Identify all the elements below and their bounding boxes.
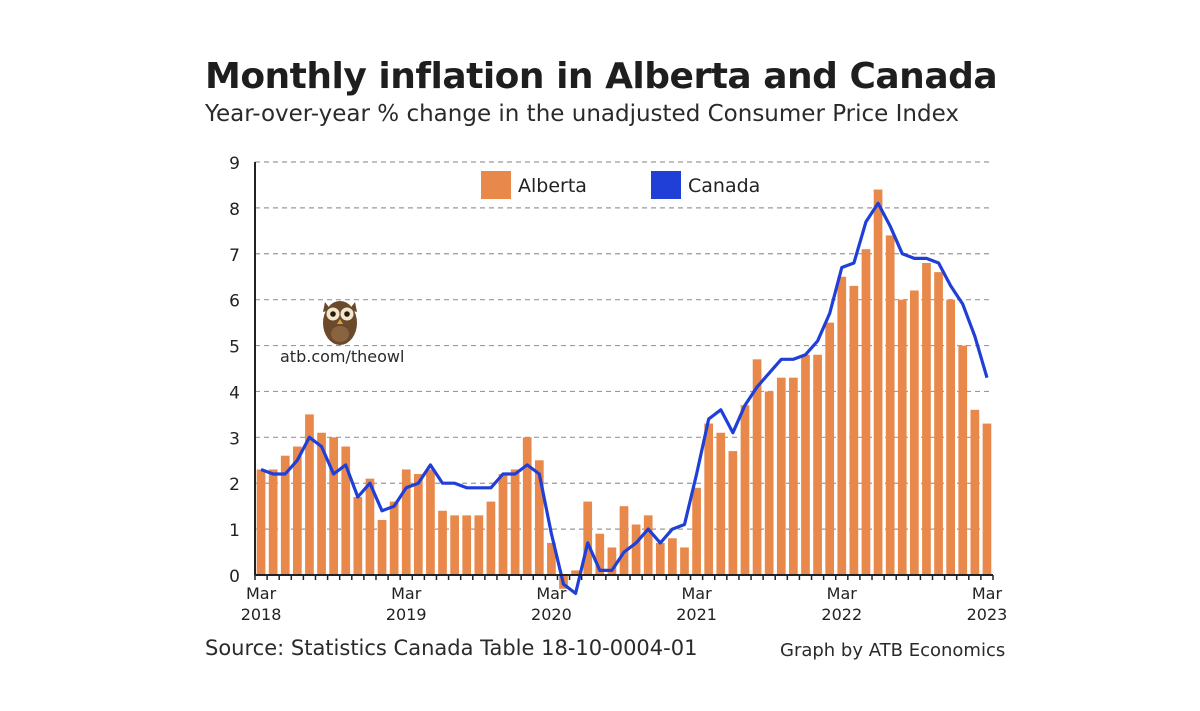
y-tick-label: 2 — [229, 475, 240, 495]
y-tick-label: 5 — [229, 338, 240, 358]
alberta-bar — [389, 501, 399, 575]
alberta-bar — [365, 478, 375, 575]
alberta-bar — [329, 437, 338, 575]
source-note: Source: Statistics Canada Table 18-10-00… — [205, 636, 698, 660]
graph-credit: Graph by ATB Economics — [780, 640, 1006, 661]
y-tick-label: 3 — [229, 429, 240, 449]
alberta-bar — [341, 446, 351, 575]
canada-line — [260, 201, 989, 596]
alberta-bar — [631, 524, 641, 575]
x-tick-year: 2019 — [386, 605, 427, 624]
x-tick-year: 2020 — [531, 605, 572, 624]
legend-swatch-canada — [651, 171, 681, 199]
alberta-bar — [752, 359, 762, 575]
legend-swatch-alberta — [481, 171, 511, 199]
x-tick-month: Mar — [246, 584, 277, 603]
alberta-bar — [643, 515, 653, 575]
alberta-bar — [813, 354, 822, 575]
alberta-bar — [910, 290, 919, 575]
alberta-bar — [873, 189, 883, 576]
chart-title: Monthly inflation in Alberta and Canada — [205, 56, 998, 97]
alberta-bar — [728, 451, 738, 575]
alberta-bar — [317, 432, 326, 575]
alberta-bar — [607, 547, 617, 575]
alberta-bar — [571, 570, 580, 575]
owl-website-label[interactable]: atb.com/theowl — [280, 347, 405, 366]
x-tick-month: Mar — [681, 584, 712, 603]
alberta-bar — [861, 249, 871, 575]
x-tick-year: 2022 — [821, 605, 862, 624]
y-tick-label: 0 — [229, 567, 240, 587]
alberta-bar — [692, 487, 701, 575]
chart-subtitle: Year-over-year % change in the unadjuste… — [205, 101, 959, 127]
alberta-bar — [486, 501, 496, 575]
alberta-bar — [680, 547, 689, 575]
y-tick-label: 9 — [229, 154, 240, 174]
alberta-bar — [897, 299, 907, 575]
y-tick-label: 8 — [229, 200, 240, 220]
x-tick-year: 2021 — [676, 605, 717, 624]
alberta-bar — [825, 322, 835, 575]
alberta-bar — [547, 542, 556, 575]
alberta-bar — [885, 235, 895, 575]
alberta-bar — [413, 474, 423, 575]
alberta-bar — [426, 469, 435, 575]
owl-icon — [310, 290, 370, 352]
alberta-bar — [438, 510, 447, 575]
alberta-bar — [764, 391, 774, 575]
alberta-bar — [655, 542, 665, 575]
alberta-bar — [268, 469, 278, 575]
y-tick-label: 4 — [229, 383, 240, 403]
alberta-bar — [353, 496, 363, 575]
alberta-bar — [474, 515, 484, 575]
x-tick-month: Mar — [972, 584, 1003, 603]
alberta-bar — [498, 474, 508, 575]
alberta-bar — [946, 299, 956, 575]
alberta-bar — [704, 423, 714, 575]
alberta-bar — [934, 272, 943, 575]
alberta-bar — [450, 515, 459, 575]
alberta-bar — [583, 501, 593, 575]
alberta-bar — [970, 409, 980, 575]
alberta-bar — [510, 469, 520, 575]
x-tick-year: 2023 — [967, 605, 1008, 624]
alberta-bar — [716, 432, 726, 575]
alberta-bar — [534, 460, 544, 575]
alberta-bar — [922, 262, 931, 575]
y-tick-label: 6 — [229, 292, 240, 312]
alberta-bar — [958, 345, 968, 575]
alberta-bar — [595, 533, 605, 575]
alberta-bar — [292, 446, 302, 575]
alberta-bar — [668, 538, 677, 575]
x-tick-month: Mar — [391, 584, 422, 603]
y-tick-label: 1 — [229, 521, 240, 541]
x-tick-month: Mar — [827, 584, 858, 603]
alberta-bar — [982, 423, 992, 575]
legend-label-alberta: Alberta — [518, 175, 587, 197]
alberta-bar — [776, 377, 786, 575]
y-tick-label: 7 — [229, 246, 240, 266]
alberta-bar — [280, 455, 290, 575]
alberta-bar — [837, 276, 847, 575]
legend-label-canada: Canada — [688, 175, 760, 197]
alberta-bar — [401, 469, 411, 575]
x-tick-year: 2018 — [241, 605, 282, 624]
alberta-bar — [522, 437, 532, 575]
alberta-bar — [377, 519, 387, 575]
alberta-bar — [740, 405, 750, 575]
alberta-bar — [619, 506, 629, 575]
alberta-bar — [462, 515, 472, 575]
alberta-bar — [256, 469, 266, 575]
alberta-bar — [789, 377, 798, 575]
x-tick-month: Mar — [536, 584, 567, 603]
alberta-bar — [849, 285, 859, 575]
alberta-bar — [305, 414, 314, 575]
alberta-bar — [801, 354, 810, 575]
